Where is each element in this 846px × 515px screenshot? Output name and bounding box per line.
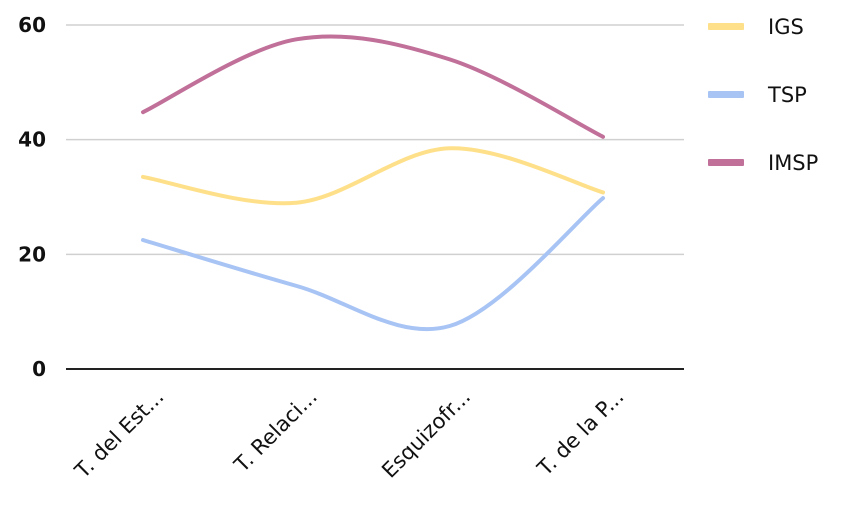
y-axis-ticks: 0 20 40 60: [18, 13, 46, 381]
x-category-label: Esquizofr...: [377, 385, 475, 483]
legend-label-imsp: IMSP: [768, 151, 818, 175]
x-category-label: T. de la P...: [532, 385, 628, 481]
series-line-imsp: [141, 34, 605, 139]
series-line-igs: [141, 146, 605, 206]
gridlines: [66, 24, 684, 370]
legend-label-tsp: TSP: [767, 83, 807, 107]
series-lines: [141, 34, 605, 332]
y-tick-label: 0: [32, 357, 46, 381]
x-category-label: T. Relaci...: [229, 385, 322, 478]
legend: IGS TSP IMSP: [708, 15, 818, 175]
legend-swatch-igs: [708, 23, 744, 30]
y-tick-label: 20: [18, 242, 46, 266]
series-line-tsp: [141, 196, 605, 332]
y-tick-label: 40: [18, 128, 46, 152]
legend-swatch-imsp: [708, 159, 744, 166]
legend-swatch-tsp: [708, 91, 744, 98]
y-tick-label: 60: [18, 13, 46, 37]
x-axis-labels: T. del Est... T. Relaci... Esquizofr... T. …: [70, 385, 629, 484]
legend-label-igs: IGS: [768, 15, 804, 39]
x-category-label: T. del Est...: [70, 385, 169, 484]
